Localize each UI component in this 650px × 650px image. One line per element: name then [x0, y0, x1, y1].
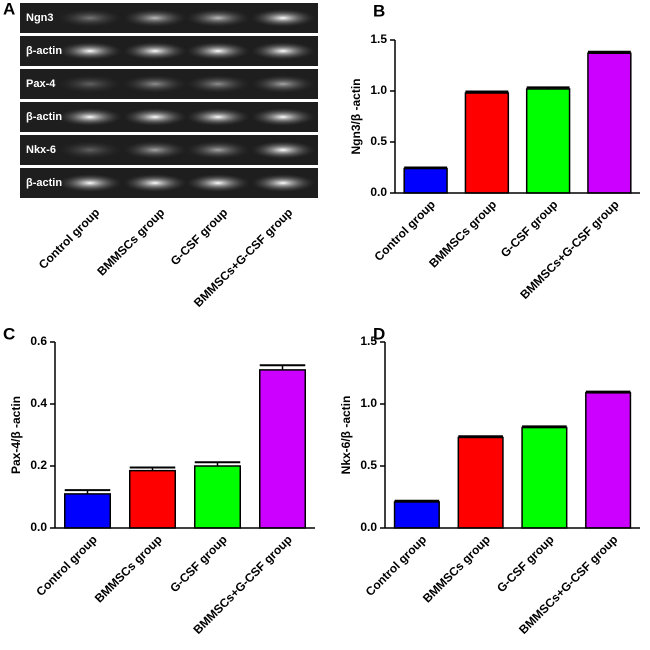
gel-band — [123, 174, 187, 192]
gel-band — [186, 108, 250, 126]
lane-label: β-actin — [26, 45, 62, 57]
bar — [585, 392, 632, 529]
bar — [194, 465, 241, 529]
error-bar — [404, 166, 448, 169]
x-tick-label: BMMSCs group — [420, 532, 493, 605]
y-axis-label: Ngn3/β -actin — [349, 79, 363, 155]
bar — [521, 426, 568, 529]
y-tick-label: 0.5 — [370, 134, 387, 148]
y-tick-label: 1.5 — [360, 334, 377, 348]
bar — [525, 88, 571, 194]
y-tick-label: 0.5 — [360, 458, 377, 472]
gel-band — [123, 42, 187, 60]
error-bar — [458, 435, 503, 438]
error-bar — [64, 489, 111, 494]
gel-band — [186, 174, 250, 192]
gel-band — [251, 75, 315, 93]
bar — [64, 493, 111, 529]
y-tick-label: 0.0 — [370, 185, 387, 199]
gel-band — [123, 141, 187, 159]
y-tick-label: 1.5 — [370, 32, 387, 46]
error-bar — [526, 86, 570, 89]
error-bar — [465, 90, 509, 94]
gel-band — [58, 75, 122, 93]
x-tick-label: BMMSCs group — [426, 197, 499, 270]
error-bar — [587, 50, 631, 54]
lane-label: β-actin — [26, 177, 62, 189]
error-bar — [194, 461, 241, 466]
gel-band — [251, 9, 315, 27]
bar — [464, 92, 510, 194]
gel-band — [251, 174, 315, 192]
panel-label: B — [373, 1, 385, 20]
bar — [457, 436, 504, 529]
x-tick-label: BMMSCs+G-CSF group — [517, 197, 621, 301]
gel-band — [251, 141, 315, 159]
y-tick-label: 0.2 — [30, 458, 47, 472]
category-label: Control group — [36, 205, 102, 271]
gel-band — [58, 141, 122, 159]
error-bar — [585, 390, 631, 393]
gel-band — [186, 75, 250, 93]
lane-label: Pax-4 — [26, 78, 56, 90]
y-tick-label: 0.0 — [360, 520, 377, 534]
panel-label: C — [3, 324, 15, 343]
bar — [403, 167, 448, 194]
y-tick-label: 0.0 — [30, 520, 47, 534]
gel-band — [58, 42, 122, 60]
y-tick-label: 1.0 — [360, 396, 377, 410]
bar — [393, 501, 440, 529]
gel-band — [58, 108, 122, 126]
y-tick-label: 0.6 — [30, 334, 47, 348]
gel-band — [58, 174, 122, 192]
lane-label: Nkx-6 — [26, 144, 56, 156]
category-label: G-CSF group — [168, 205, 231, 268]
bar — [259, 369, 306, 529]
x-tick-label: G-CSF group — [167, 532, 230, 595]
gel-band — [123, 9, 187, 27]
bar — [129, 469, 176, 529]
gel-band — [251, 108, 315, 126]
gel-band — [58, 9, 122, 27]
gel-band — [251, 42, 315, 60]
x-tick-label: Control group — [33, 532, 99, 598]
y-tick-label: 1.0 — [370, 83, 387, 97]
panel-label: D — [373, 324, 385, 343]
y-tick-label: 0.4 — [30, 396, 47, 410]
bar — [587, 52, 632, 194]
y-axis-label: Pax-4/β -actin — [9, 396, 23, 474]
x-tick-label: BMMSCs group — [92, 532, 165, 605]
gel-band — [186, 141, 250, 159]
gel-band — [123, 75, 187, 93]
lane-label: Ngn3 — [26, 12, 54, 24]
gel-band — [186, 42, 250, 60]
gel-band — [123, 108, 187, 126]
error-bar — [129, 466, 176, 471]
x-tick-label: Control group — [363, 532, 429, 598]
x-tick-label: G-CSF group — [494, 532, 557, 595]
error-bar — [522, 425, 567, 428]
error-bar — [394, 499, 440, 502]
x-tick-label: Control group — [372, 197, 438, 263]
gel-band — [186, 9, 250, 27]
lane-label: β-actin — [26, 111, 62, 123]
error-bar — [259, 364, 306, 370]
panel-label: A — [3, 0, 15, 18]
y-axis-label: Nkx-6/β -actin — [339, 396, 353, 475]
category-label: BMMSCs group — [94, 205, 167, 278]
x-tick-label: G-CSF group — [498, 197, 561, 260]
